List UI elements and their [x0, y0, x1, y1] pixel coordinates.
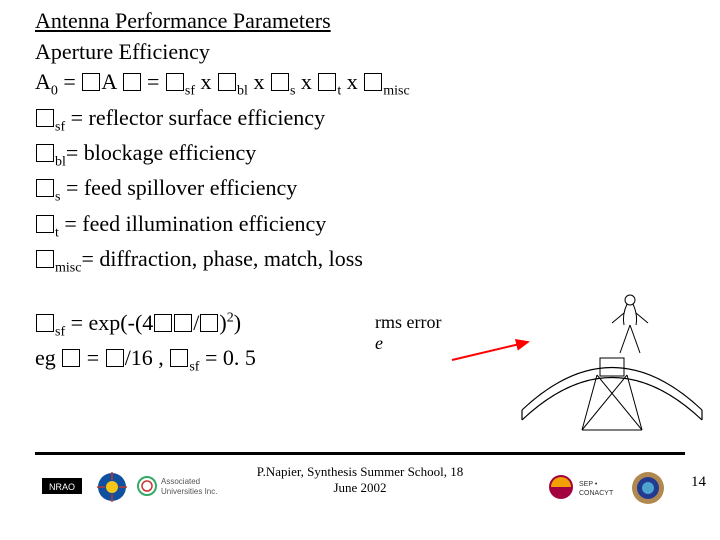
footer-line2: June 2002	[333, 480, 386, 495]
sym-eta-sf3	[36, 314, 54, 332]
sym-eps2	[62, 349, 80, 367]
def-t: t = feed illumination efficiency	[35, 209, 505, 243]
sym-eta-bl2	[36, 144, 54, 162]
sym-eta-1	[82, 73, 100, 91]
def-sf-text: = reflector surface efficiency	[65, 105, 325, 130]
sym-eta-t2	[36, 215, 54, 233]
sym-eta-sf2	[36, 109, 54, 127]
def-bl: bl= blockage efficiency	[35, 138, 505, 172]
eq-eg-mid: =	[81, 345, 104, 370]
eq-eg-pre: eg	[35, 345, 61, 370]
def-s-text: = feed spillover efficiency	[60, 175, 297, 200]
logo-nsf	[630, 470, 666, 506]
eq-eq1: =	[58, 69, 81, 94]
logo-zia	[95, 470, 129, 504]
sym-eta-2	[123, 73, 141, 91]
sub-sf2: sf	[55, 119, 65, 134]
eq-eg-post: /16 ,	[125, 345, 170, 370]
sub-bl: bl	[237, 84, 248, 99]
def-sf: sf = reflector surface efficiency	[35, 103, 505, 137]
sym-lambda2	[106, 349, 124, 367]
def-misc-text: = diffraction, phase, match, loss	[81, 246, 362, 271]
antenna-diagram	[512, 255, 712, 455]
rms-symbol: e	[375, 333, 441, 354]
sub-sf: sf	[185, 84, 195, 99]
eq-exp-post: )	[219, 310, 226, 335]
mult3: x	[295, 69, 317, 94]
sym-eta-s	[271, 73, 289, 91]
mult1: x	[195, 69, 217, 94]
subtitle: Aperture Efficiency	[35, 37, 505, 67]
eq-eq2: =	[142, 69, 165, 94]
footer-line1: P.Napier, Synthesis Summer School, 18	[257, 464, 463, 479]
def-misc: misc= diffraction, phase, match, loss	[35, 244, 505, 278]
logo-nrao: NRAO	[42, 470, 82, 502]
sym-eta-s2	[36, 179, 54, 197]
eq-exp-close: )	[234, 310, 241, 335]
eq-exp-sq: 2	[227, 311, 234, 326]
page-number: 14	[691, 474, 706, 491]
footer-rule-bottom	[35, 454, 685, 455]
sub-bl2: bl	[55, 154, 66, 169]
def-t-text: = feed illumination efficiency	[59, 211, 326, 236]
def-s: s = feed spillover efficiency	[35, 173, 505, 207]
eq-exp-mid: /	[193, 310, 199, 335]
sym-eta-t	[318, 73, 336, 91]
svg-text:CONACYT: CONACYT	[579, 490, 614, 497]
sub-sf3: sf	[55, 324, 65, 339]
eq-sub0: 0	[51, 84, 58, 99]
svg-text:SEP •: SEP •	[579, 481, 598, 488]
sub-misc: misc	[383, 84, 409, 99]
svg-text:NRAO: NRAO	[49, 482, 75, 492]
eq-A: A	[35, 69, 51, 94]
eq-eg-val: = 0. 5	[199, 345, 255, 370]
sym-eta-misc	[364, 73, 382, 91]
eq-A2: A	[101, 69, 121, 94]
svg-text:Universities Inc.: Universities Inc.	[161, 487, 217, 496]
sym-eps	[154, 314, 172, 332]
sym-eta-bl	[218, 73, 236, 91]
rms-label: rms error	[375, 312, 441, 333]
sym-eta-sf	[166, 73, 184, 91]
sym-pi	[174, 314, 192, 332]
equation-main: A0 = A = sf x bl x s x t x misc	[35, 67, 505, 101]
svg-text:Associated: Associated	[161, 477, 200, 486]
sub-misc2: misc	[55, 260, 81, 275]
sym-eta-sf4	[170, 349, 188, 367]
eq-exp-pre: = exp(-(4	[65, 310, 153, 335]
rms-label-block: rms error e	[375, 312, 441, 354]
mult4: x	[341, 69, 363, 94]
mult2: x	[248, 69, 270, 94]
title: Antenna Performance Parameters	[35, 6, 505, 36]
sym-lambda	[200, 314, 218, 332]
def-bl-text: = blockage efficiency	[66, 140, 256, 165]
sub-sf4: sf	[189, 360, 199, 375]
logo-sep: SEP • CONACYT	[545, 470, 615, 504]
logo-aui: AssociatedUniversities Inc.	[135, 470, 225, 502]
sym-eta-misc2	[36, 250, 54, 268]
